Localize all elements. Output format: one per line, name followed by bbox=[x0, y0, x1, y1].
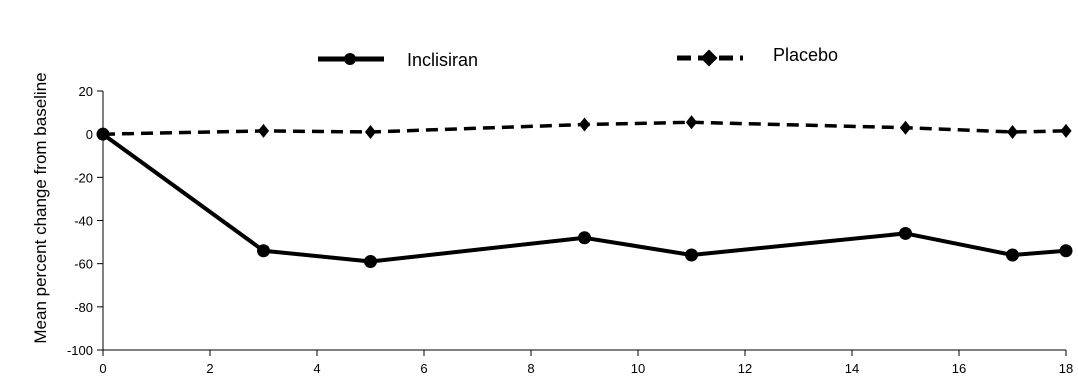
legend-label-placebo: Placebo bbox=[773, 45, 838, 65]
x-tick-label: 4 bbox=[313, 361, 320, 376]
y-tick-label: -40 bbox=[74, 214, 93, 229]
axes: 20 0 -20 -40 -60 -80 -100 0 2 4 6 8 10 12 14 16 18 bbox=[67, 84, 1073, 376]
y-tick-label: -100 bbox=[67, 343, 93, 358]
x-tick-label: 16 bbox=[952, 361, 966, 376]
data-point-inclisiran bbox=[1006, 248, 1019, 262]
data-point-placebo bbox=[364, 125, 377, 140]
data-point-placebo bbox=[1060, 123, 1072, 138]
x-tick-label: 18 bbox=[1059, 361, 1073, 376]
series-lines bbox=[101, 120, 1067, 264]
x-tick-label: 12 bbox=[738, 361, 752, 376]
data-point-placebo bbox=[578, 117, 591, 132]
x-tick-label: 14 bbox=[845, 361, 859, 376]
x-tick-label: 0 bbox=[99, 361, 106, 376]
data-point-placebo bbox=[97, 127, 109, 142]
x-tick-label: 2 bbox=[206, 361, 213, 376]
data-point-inclisiran bbox=[685, 248, 698, 262]
legend-marker-inclisiran bbox=[344, 53, 356, 65]
x-tick-label: 6 bbox=[420, 361, 427, 376]
data-point-inclisiran bbox=[578, 231, 591, 245]
legend: Inclisiran Placebo bbox=[318, 45, 838, 70]
data-point-inclisiran bbox=[899, 226, 912, 240]
data-point-inclisiran bbox=[364, 255, 377, 269]
legend-item-placebo: Placebo bbox=[677, 45, 838, 67]
legend-item-inclisiran: Inclisiran bbox=[318, 50, 478, 70]
data-point-placebo bbox=[899, 120, 912, 135]
data-point-inclisiran bbox=[257, 244, 270, 258]
series-markers bbox=[96, 115, 1073, 269]
data-point-placebo bbox=[685, 115, 698, 130]
series-line-placebo bbox=[102, 120, 1067, 136]
y-tick-label: -80 bbox=[74, 300, 93, 315]
y-tick-label: 0 bbox=[86, 127, 93, 142]
y-tick-label: -20 bbox=[74, 170, 93, 185]
data-point-placebo bbox=[1006, 125, 1019, 140]
legend-marker-placebo bbox=[700, 49, 718, 67]
series-line-inclisiran bbox=[101, 132, 1067, 264]
data-point-placebo bbox=[257, 123, 270, 138]
data-point-inclisiran bbox=[1059, 244, 1073, 258]
y-tick-label: -60 bbox=[74, 257, 93, 272]
legend-label-inclisiran: Inclisiran bbox=[407, 50, 478, 70]
x-tick-label: 10 bbox=[631, 361, 645, 376]
x-tick-label: 8 bbox=[527, 361, 534, 376]
y-axis-title: Mean percent change from baseline bbox=[31, 72, 50, 343]
y-tick-label: 20 bbox=[79, 84, 93, 99]
